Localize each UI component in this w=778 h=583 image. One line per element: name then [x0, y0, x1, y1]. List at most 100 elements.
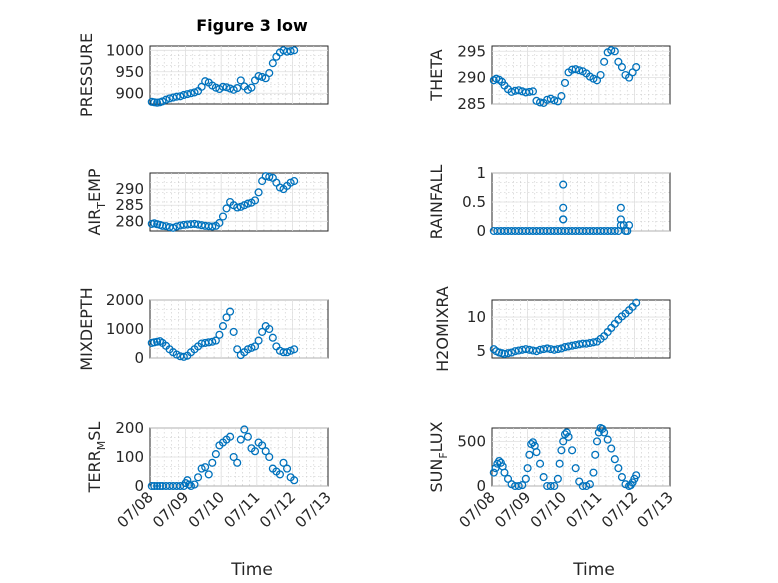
data-point: [536, 98, 545, 107]
data-point: [201, 77, 210, 86]
data-point: [525, 87, 534, 96]
subplot-sun-flux: 0500SUNFLUX07/0807/0907/1007/1107/1207/1…: [427, 421, 677, 531]
data-point: [495, 456, 504, 466]
data-point: [172, 222, 181, 231]
x-tick-label: 07/13: [634, 488, 677, 531]
data-point: [614, 464, 623, 473]
data-point: [500, 468, 509, 477]
y-axis-label: H2OMIXRA: [433, 286, 452, 372]
data-point: [283, 348, 292, 357]
data-point: [243, 432, 252, 441]
data-point: [233, 84, 242, 93]
data-point: [600, 57, 609, 66]
data-point: [165, 94, 174, 103]
x-tick-label: 07/09: [491, 488, 534, 531]
y-tick-label: 10: [467, 308, 486, 326]
data-point: [617, 473, 626, 482]
data-point: [559, 437, 568, 446]
data-point: [194, 473, 203, 482]
y-axis-label: SUNFLUX: [427, 421, 450, 492]
data-point: [578, 481, 587, 491]
data-point: [183, 90, 192, 99]
data-point: [607, 46, 616, 55]
data-point: [564, 432, 573, 441]
subplot-terr-msl: 0100200TERRMSL07/0807/0907/1007/1107/120…: [85, 419, 335, 531]
data-point: [562, 428, 571, 437]
data-point: [283, 464, 292, 473]
data-point: [169, 223, 178, 232]
data-point: [553, 345, 562, 354]
data-point: [279, 458, 288, 467]
data-point: [539, 473, 548, 482]
y-axis-label: THETA: [427, 49, 446, 101]
x-tick-label: 07/13: [292, 488, 335, 531]
data-point: [560, 78, 570, 87]
data-point: [201, 463, 210, 472]
data-point: [229, 327, 238, 336]
data-point: [275, 470, 284, 479]
data-point: [161, 222, 171, 231]
y-tick-label: 0: [134, 477, 144, 495]
x-tick-label: 07/10: [185, 488, 228, 531]
data-point: [518, 481, 527, 490]
data-point: [211, 336, 220, 345]
data-point: [489, 468, 498, 477]
data-point: [236, 76, 245, 85]
y-tick-label: 295: [457, 42, 486, 60]
data-point: [247, 343, 256, 352]
data-point: [233, 345, 242, 354]
data-point: [610, 455, 619, 464]
data-point: [258, 441, 267, 450]
data-point: [632, 471, 641, 480]
data-point: [150, 481, 159, 491]
data-point: [290, 46, 299, 55]
y-tick-label: 2000: [106, 291, 144, 309]
y-tick-label: 950: [115, 63, 144, 81]
data-point: [610, 47, 619, 56]
data-point: [211, 450, 220, 459]
data-point: [250, 196, 260, 205]
data-point: [557, 92, 566, 101]
y-tick-label: 500: [457, 432, 486, 450]
data-point: [286, 346, 295, 355]
data-point: [236, 435, 245, 444]
data-point: [265, 172, 274, 181]
data-point: [603, 435, 612, 444]
data-point: [254, 72, 263, 81]
y-tick-label: 1000: [106, 320, 144, 338]
x-tick-label: 07/12: [598, 488, 641, 531]
data-point: [521, 474, 530, 483]
data-point: [589, 338, 598, 347]
data-point: [592, 437, 602, 446]
data-point: [536, 459, 545, 468]
y-tick-label: 0: [134, 349, 144, 367]
data-point: [261, 172, 270, 181]
data-point: [514, 86, 523, 95]
y-tick-label: 285: [115, 196, 144, 214]
y-tick-label: 290: [115, 180, 144, 198]
data-point: [243, 199, 252, 208]
data-point: [589, 468, 598, 477]
data-point: [261, 447, 270, 456]
data-point: [218, 322, 228, 331]
data-point: [204, 470, 213, 479]
data-point: [616, 203, 625, 212]
y-tick-label: 1000: [106, 41, 144, 59]
data-point: [557, 446, 566, 455]
data-point: [571, 65, 580, 74]
data-point: [525, 450, 534, 459]
data-point: [550, 481, 559, 491]
data-point: [528, 87, 537, 96]
data-point: [226, 432, 235, 441]
data-point: [179, 352, 188, 361]
subplot-rainfall: 0 0.5 1 RAINFALL: [427, 164, 671, 240]
subplot-pressure: 900 950 1000 PRESSURE: [77, 33, 329, 117]
data-point: [532, 448, 541, 457]
data-point: [290, 345, 299, 354]
data-point: [233, 458, 242, 467]
data-point: [575, 66, 584, 75]
data-point: [218, 82, 228, 91]
data-point: [607, 444, 616, 453]
data-point: [265, 324, 274, 334]
